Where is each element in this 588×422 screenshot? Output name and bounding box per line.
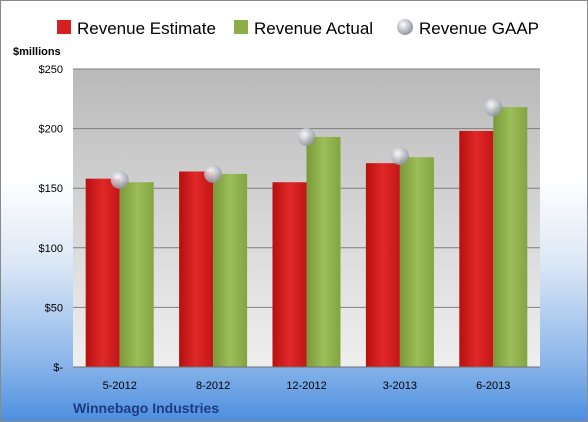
legend-label-actual: Revenue Actual bbox=[254, 19, 373, 38]
bar-revenue-actual bbox=[119, 182, 154, 367]
bar-revenue-actual bbox=[213, 173, 248, 367]
bar-revenue-estimate bbox=[85, 178, 120, 367]
y-axis-unit-label: $millions bbox=[13, 46, 61, 58]
marker-revenue-gaap bbox=[484, 98, 503, 117]
marker-revenue-gaap bbox=[110, 170, 129, 189]
bar-revenue-estimate bbox=[365, 163, 400, 367]
legend-label-estimate: Revenue Estimate bbox=[77, 19, 216, 38]
marker-revenue-gaap bbox=[390, 147, 409, 166]
x-tick-label: 5-2012 bbox=[103, 380, 137, 392]
bar-revenue-estimate bbox=[459, 130, 494, 367]
y-tick-label: $250 bbox=[39, 64, 63, 76]
x-tick-label: 6-2013 bbox=[476, 380, 510, 392]
legend-marker-gaap bbox=[397, 19, 413, 35]
bar-revenue-estimate bbox=[272, 182, 307, 367]
bar-revenue-actual bbox=[306, 136, 341, 367]
x-axis-ticks: 5-2012 8-2012 12-2012 3-2013 6-2013 bbox=[103, 380, 511, 392]
bar-revenue-actual bbox=[493, 107, 528, 368]
x-tick-label: 3-2013 bbox=[383, 380, 417, 392]
bar-revenue-estimate bbox=[179, 171, 214, 367]
x-tick-label: 12-2012 bbox=[286, 380, 326, 392]
marker-revenue-gaap bbox=[297, 127, 316, 146]
y-tick-label: $- bbox=[53, 362, 63, 374]
bar-revenue-actual bbox=[399, 157, 434, 367]
y-tick-label: $150 bbox=[39, 183, 63, 195]
y-axis-ticks: $- $50 $100 $150 $200 $250 bbox=[39, 64, 64, 374]
gaap-markers bbox=[110, 98, 503, 189]
company-name: Winnebago Industries bbox=[73, 400, 219, 416]
y-tick-label: $50 bbox=[45, 302, 63, 314]
y-tick-label: $200 bbox=[39, 124, 63, 136]
legend-swatch-actual bbox=[234, 20, 248, 34]
legend-swatch-estimate bbox=[57, 20, 71, 34]
marker-revenue-gaap bbox=[204, 164, 223, 183]
bars bbox=[85, 107, 528, 368]
legend-label-gaap: Revenue GAAP bbox=[419, 19, 539, 38]
x-tick-label: 8-2012 bbox=[196, 380, 230, 392]
y-tick-label: $100 bbox=[39, 243, 63, 255]
legend: Revenue Estimate Revenue Actual Revenue … bbox=[57, 19, 539, 38]
